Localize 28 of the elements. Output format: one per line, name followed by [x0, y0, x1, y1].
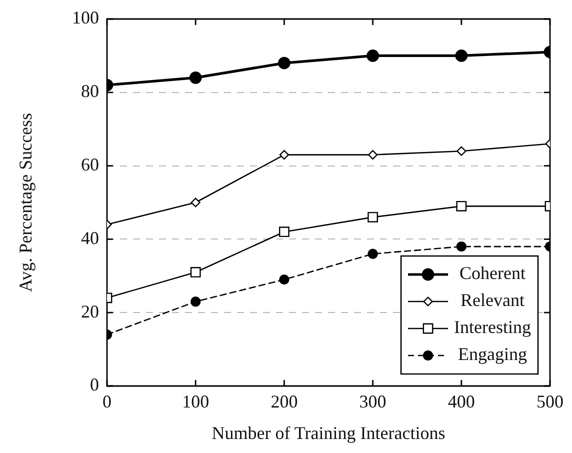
- legend-label: Relevant: [460, 290, 525, 310]
- point: [190, 296, 201, 307]
- point: [279, 150, 289, 160]
- y-tick-label: 20: [81, 301, 99, 322]
- point: [279, 226, 290, 238]
- y-tick-label: 40: [81, 228, 99, 248]
- point: [456, 241, 466, 252]
- y-tick-label: 100: [72, 8, 99, 28]
- x-tick-label: 500: [536, 392, 564, 412]
- point: [368, 150, 378, 160]
- y-axis-title: Avg. Percentage Success: [16, 112, 36, 292]
- point: [366, 50, 379, 62]
- x-tick-label: 300: [359, 392, 386, 412]
- x-tick-label: 400: [448, 392, 475, 412]
- legend-label: Interesting: [454, 317, 532, 338]
- x-tick-label: 0: [102, 392, 112, 412]
- legend-label: Coherent: [460, 263, 526, 284]
- y-tick-label: 60: [81, 154, 99, 175]
- point: [368, 212, 378, 222]
- x-tick-label: 200: [270, 392, 298, 412]
- y-tick-label: 80: [81, 81, 99, 102]
- x-axis-title: Number of Training Interactions: [212, 422, 446, 443]
- legend-label: Engaging: [458, 344, 528, 364]
- y-tick-label: 0: [90, 374, 99, 395]
- point: [368, 248, 378, 259]
- point: [279, 274, 290, 285]
- x-tick-label: 100: [182, 392, 210, 412]
- point: [278, 56, 290, 70]
